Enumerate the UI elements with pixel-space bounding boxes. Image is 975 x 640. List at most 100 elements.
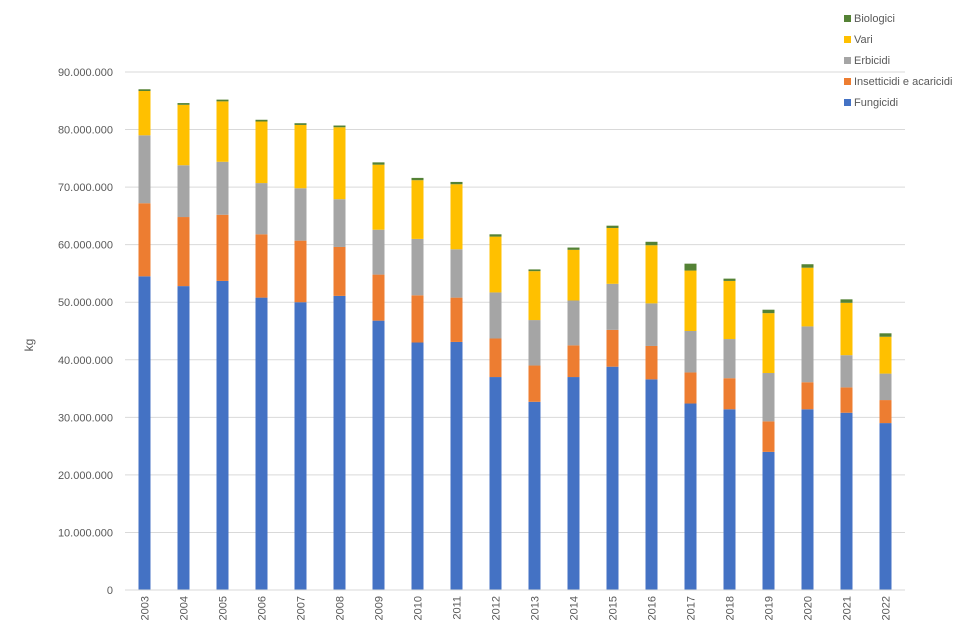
bar-segment-insetticidi-e-acaricidi <box>840 387 853 413</box>
bar-stack-2019 <box>762 309 775 590</box>
y-axis-tick-labels: 0 10.000.000 20.000.000 30.000.000 40.000.00… <box>58 67 113 597</box>
bar-segment-insetticidi-e-acaricidi <box>294 240 307 303</box>
legend-label: Fungicidi <box>854 97 898 109</box>
bar-segment-vari <box>606 227 619 284</box>
bar-segment-erbicidi <box>138 135 151 204</box>
legend-swatch <box>844 15 851 22</box>
bar-segment-vari <box>840 302 853 356</box>
bar-segment-biologici <box>255 119 268 122</box>
bar-segment-fungicidi <box>294 302 307 590</box>
legend-item: Insetticidi e acaricidi <box>844 76 952 88</box>
bar-stack-2018 <box>723 278 736 590</box>
legend-item: Vari <box>844 34 873 46</box>
bar-segment-fungicidi <box>333 295 346 590</box>
bar-segment-insetticidi-e-acaricidi <box>489 338 502 378</box>
bar-segment-vari <box>528 271 541 321</box>
bar-segment-biologici <box>606 225 619 228</box>
bar-segment-fungicidi <box>177 286 190 590</box>
bar-segment-erbicidi <box>255 183 268 235</box>
bar-segment-vari <box>723 280 736 340</box>
bar-segment-biologici <box>762 309 775 314</box>
x-tick-label: 2017 <box>686 596 698 620</box>
legend-swatch <box>844 78 851 85</box>
y-tick-label: 50.000.000 <box>58 297 113 309</box>
bar-segment-insetticidi-e-acaricidi <box>138 203 151 277</box>
bar-segment-biologici <box>801 264 814 268</box>
bar-segment-insetticidi-e-acaricidi <box>567 345 580 378</box>
bar-segment-vari <box>255 121 268 184</box>
x-axis-tick-labels: 2003 2004 2005 2006 2007 2008 2009 2010 2011 2012… <box>140 596 893 620</box>
legend-swatch <box>844 99 851 106</box>
bar-segment-insetticidi-e-acaricidi <box>606 329 619 367</box>
bar-segment-fungicidi <box>762 451 775 590</box>
bar-segment-erbicidi <box>801 326 814 383</box>
x-tick-label: 2015 <box>608 596 620 620</box>
legend-item: Biologici <box>844 13 895 25</box>
bar-segment-erbicidi <box>450 249 463 298</box>
bar-segment-vari <box>801 267 814 327</box>
legend-item: Erbicidi <box>844 55 890 67</box>
y-tick-label: 0 <box>107 585 113 597</box>
bar-stack-2013 <box>528 269 541 590</box>
bar-segment-insetticidi-e-acaricidi <box>255 234 268 298</box>
legend-item: Fungicidi <box>844 97 898 109</box>
bar-stack-2006 <box>255 119 268 590</box>
bar-segment-insetticidi-e-acaricidi <box>645 345 658 380</box>
legend-label: Vari <box>854 34 873 46</box>
bar-segment-erbicidi <box>372 229 385 275</box>
bar-segment-insetticidi-e-acaricidi <box>723 378 736 410</box>
bar-segment-biologici <box>684 263 697 271</box>
bar-stack-2022 <box>879 333 892 590</box>
legend-label: Biologici <box>854 13 895 25</box>
y-tick-label: 10.000.000 <box>58 527 113 539</box>
y-axis-title: kg <box>22 339 36 352</box>
bar-segment-biologici <box>450 181 463 185</box>
bar-segment-erbicidi <box>606 283 619 330</box>
legend-swatch <box>844 36 851 43</box>
x-tick-label: 2020 <box>803 596 815 620</box>
bar-segment-erbicidi <box>489 292 502 339</box>
x-tick-label: 2007 <box>296 596 308 620</box>
bar-stack-2008 <box>333 125 346 590</box>
bar-segment-erbicidi <box>879 373 892 401</box>
bar-stack-2005 <box>216 99 229 590</box>
bar-segment-insetticidi-e-acaricidi <box>762 421 775 452</box>
bar-segment-vari <box>879 336 892 374</box>
y-tick-label: 20.000.000 <box>58 470 113 482</box>
bar-segment-erbicidi <box>645 303 658 346</box>
bar-segment-biologici <box>723 278 736 281</box>
bar-segment-erbicidi <box>333 199 346 247</box>
bar-stack-2015 <box>606 225 619 590</box>
x-tick-label: 2009 <box>374 596 386 620</box>
bar-stack-2009 <box>372 162 385 590</box>
bar-segment-fungicidi <box>801 409 814 590</box>
bar-segment-erbicidi <box>840 355 853 388</box>
x-tick-label: 2006 <box>257 596 269 620</box>
legend-swatch <box>844 57 851 64</box>
bar-segment-fungicidi <box>567 377 580 590</box>
bar-segment-biologici <box>567 247 580 250</box>
bar-segment-vari <box>138 90 151 136</box>
x-tick-label: 2019 <box>764 596 776 620</box>
bar-segment-biologici <box>333 125 346 128</box>
x-tick-label: 2012 <box>491 596 503 620</box>
bar-segment-biologici <box>645 241 658 246</box>
y-tick-label: 90.000.000 <box>58 67 113 79</box>
bar-segment-erbicidi <box>762 373 775 422</box>
bar-segment-biologici <box>177 103 190 105</box>
bar-segment-biologici <box>489 234 502 237</box>
bar-segment-fungicidi <box>450 341 463 590</box>
x-tick-label: 2016 <box>647 596 659 620</box>
bar-segment-insetticidi-e-acaricidi <box>879 400 892 424</box>
bar-segment-vari <box>372 164 385 230</box>
x-tick-label: 2018 <box>725 596 737 620</box>
x-tick-label: 2011 <box>452 596 464 620</box>
bar-segment-vari <box>411 180 424 239</box>
bar-segment-fungicidi <box>372 320 385 590</box>
x-tick-label: 2013 <box>530 596 542 620</box>
bar-segment-biologici <box>294 123 307 125</box>
bar-segment-insetticidi-e-acaricidi <box>528 365 541 402</box>
bar-segment-biologici <box>411 177 424 181</box>
x-tick-label: 2003 <box>140 596 152 620</box>
bar-segment-erbicidi <box>684 331 697 373</box>
